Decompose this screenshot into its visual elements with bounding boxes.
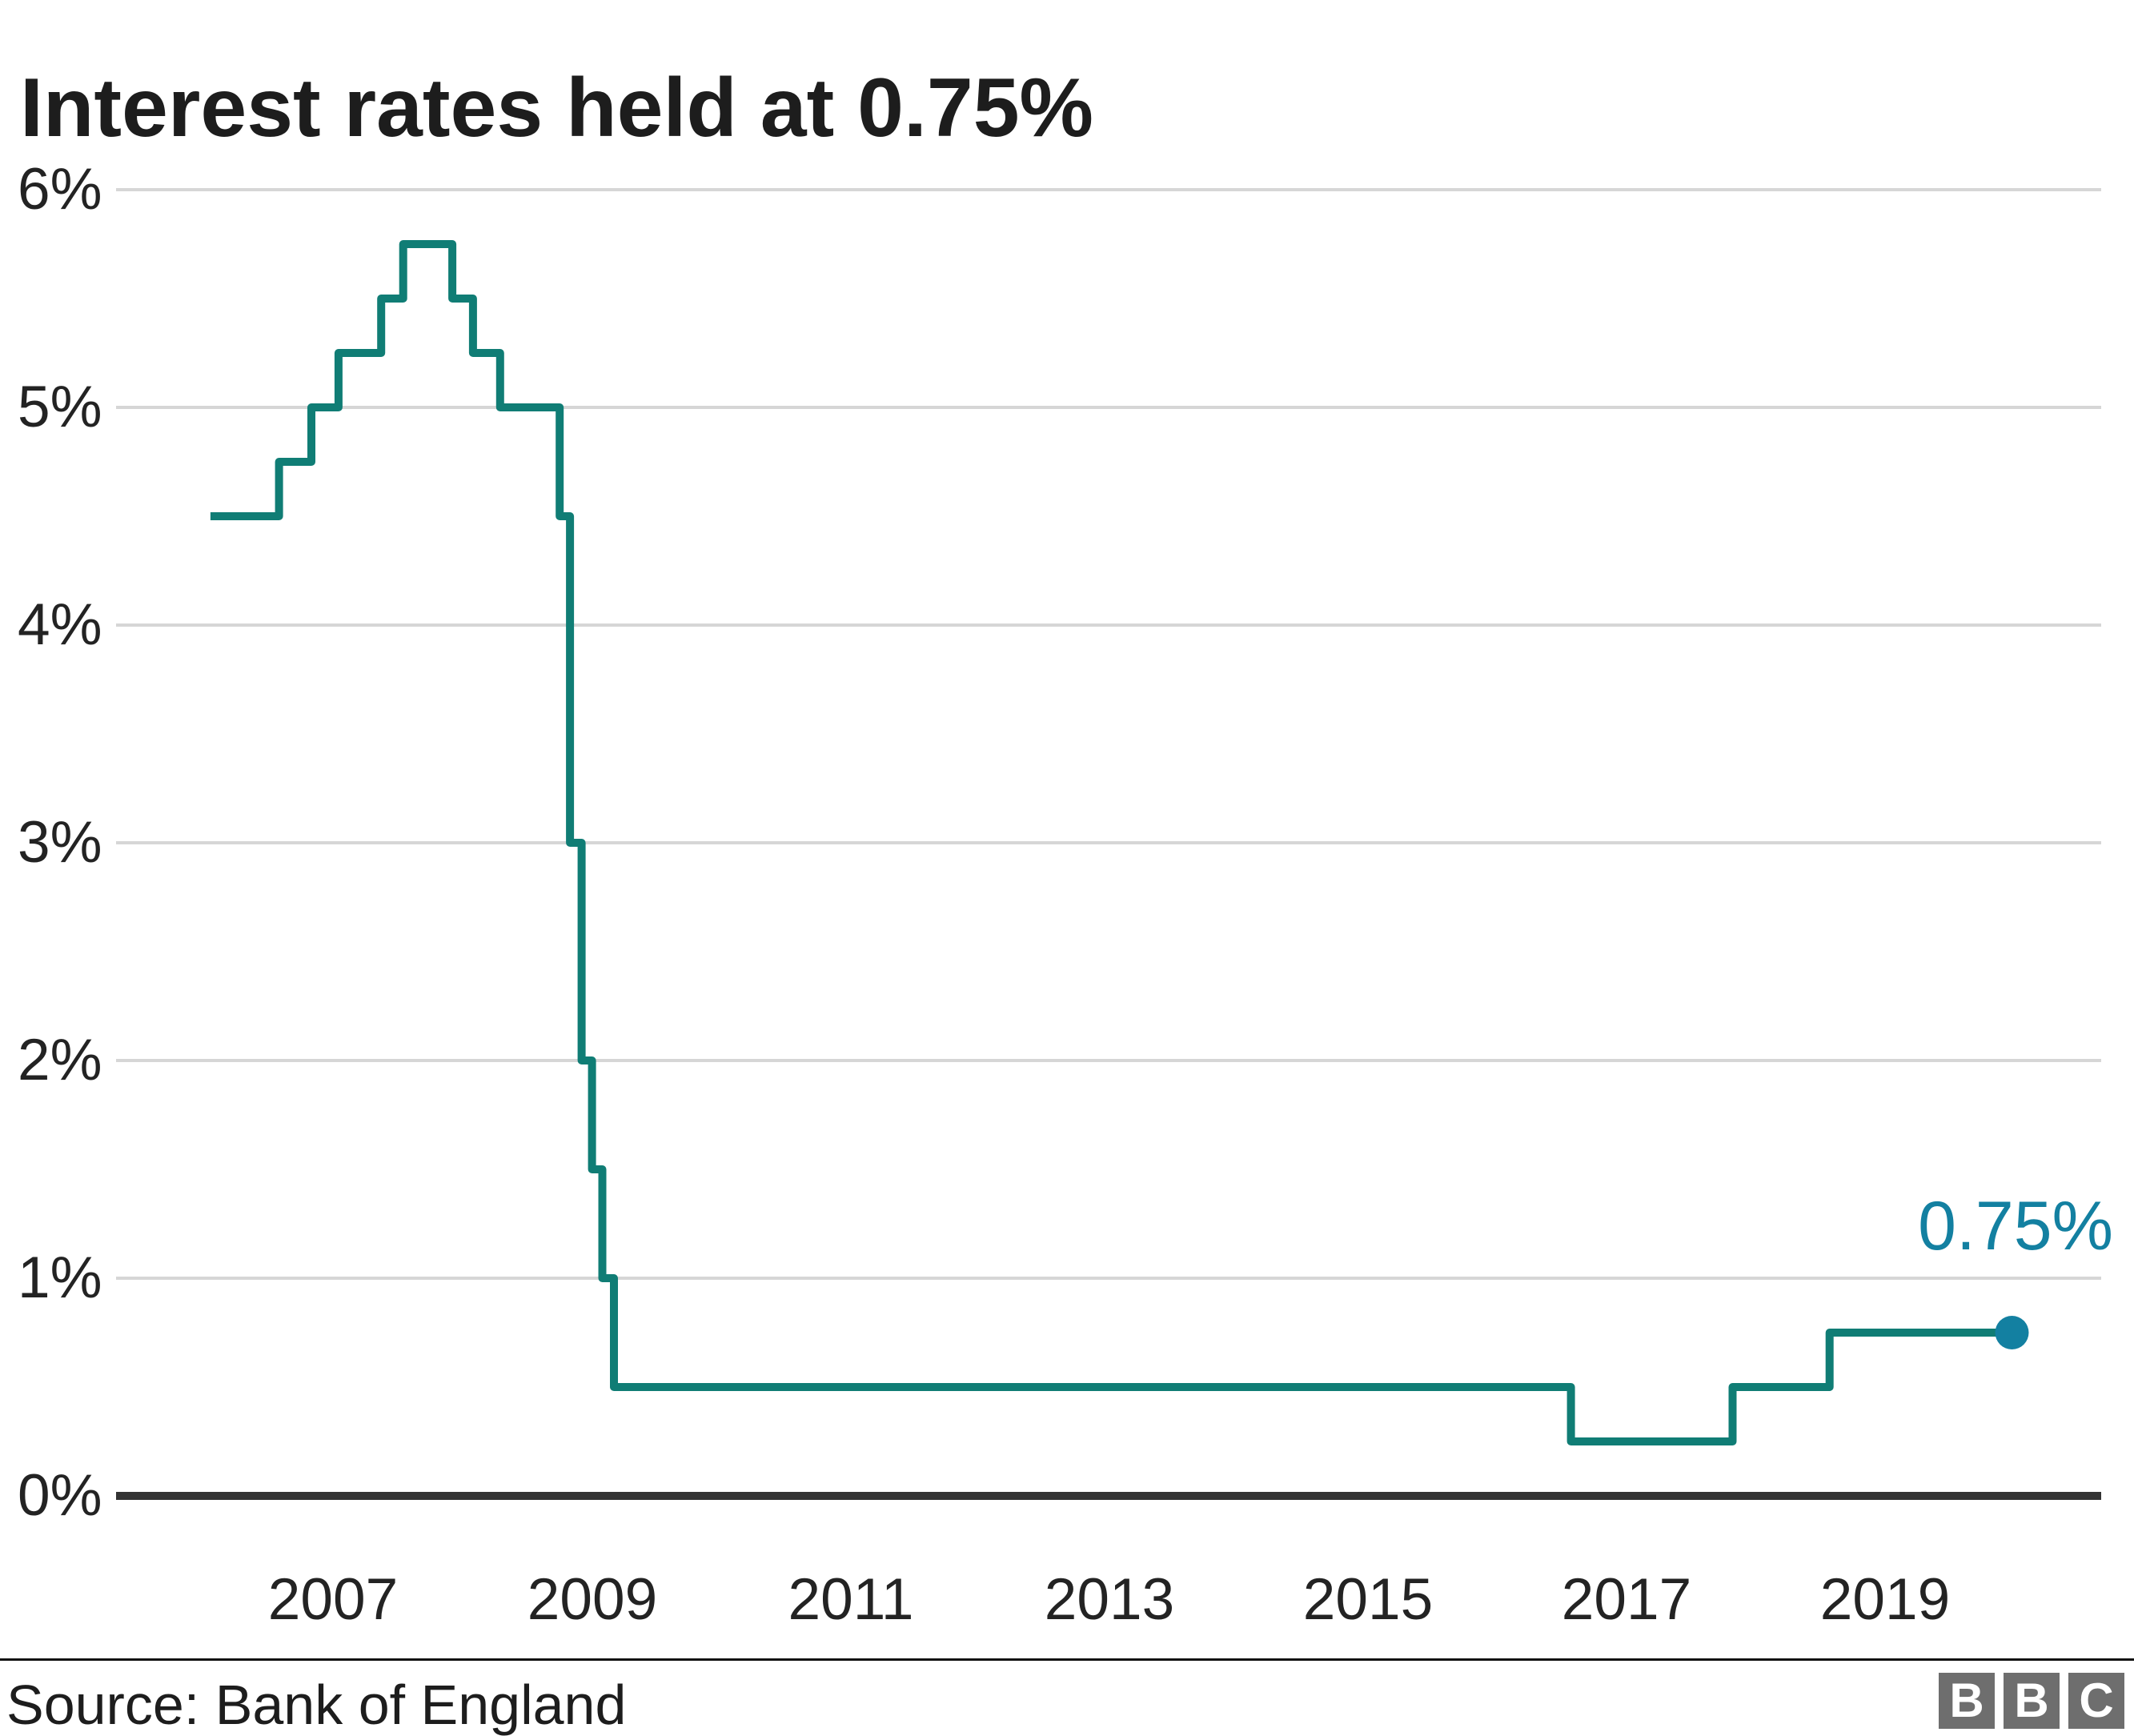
x-tick-label: 2015	[1302, 1567, 1434, 1632]
bbc-logo-letter: C	[2079, 1674, 2114, 1727]
footer-divider	[0, 1658, 2134, 1661]
y-tick-label: 4%	[18, 592, 102, 657]
bbc-logo-letter: B	[1949, 1674, 1984, 1727]
x-tick-label: 2017	[1561, 1567, 1692, 1632]
y-tick-label: 5%	[18, 375, 102, 439]
bbc-logo-box: B	[2004, 1673, 2060, 1729]
y-tick-label: 0%	[18, 1463, 102, 1528]
x-tick-label: 2007	[267, 1567, 399, 1632]
chart-title: Interest rates held at 0.75%	[20, 61, 1094, 154]
y-tick-label: 6%	[18, 157, 102, 222]
bbc-logo: B B C	[1939, 1673, 2124, 1729]
x-tick-label: 2013	[1044, 1567, 1175, 1632]
y-tick-label: 1%	[18, 1245, 102, 1310]
end-dot	[1995, 1316, 2029, 1349]
y-tick-label: 2%	[18, 1028, 102, 1093]
bbc-logo-box: B	[1939, 1673, 1995, 1729]
end-value-label: 0.75%	[1918, 1188, 2113, 1265]
y-tick-label: 3%	[18, 810, 102, 875]
x-tick-label: 2011	[788, 1567, 914, 1632]
bbc-logo-box: C	[2068, 1673, 2124, 1729]
x-tick-label: 2019	[1819, 1567, 1951, 1632]
bbc-logo-letter: B	[2014, 1674, 2049, 1727]
source-caption: Source: Bank of England	[6, 1674, 627, 1736]
x-tick-label: 2009	[527, 1567, 658, 1632]
rate-line	[210, 240, 2012, 1445]
